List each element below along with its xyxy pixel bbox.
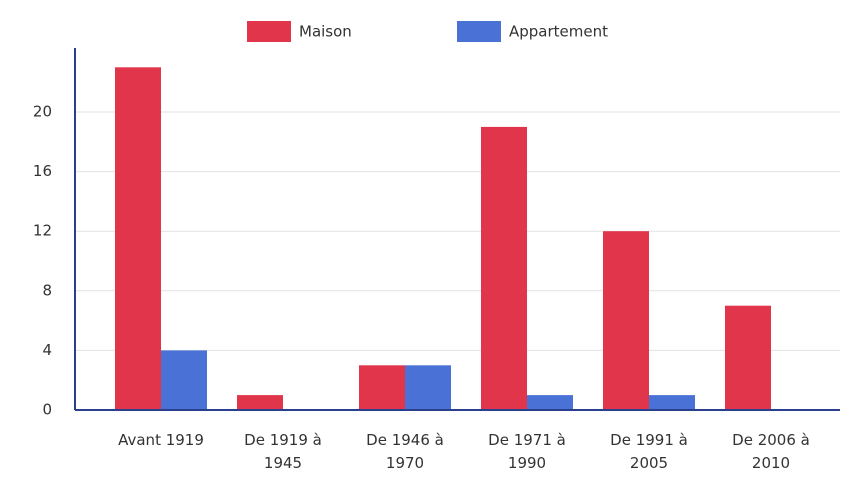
x-tick-label: De 1971 à 1990 xyxy=(488,431,566,472)
bar xyxy=(527,395,573,410)
y-tick-label: 0 xyxy=(42,401,52,419)
legend-swatch xyxy=(247,21,291,42)
y-tick-label: 4 xyxy=(42,341,52,359)
bar xyxy=(161,350,207,410)
y-tick-label: 20 xyxy=(33,103,52,121)
y-tick-label: 16 xyxy=(33,162,52,180)
bar xyxy=(405,365,451,410)
bar xyxy=(237,395,283,410)
bar xyxy=(115,67,161,411)
x-tick-label: De 1991 à 2005 xyxy=(610,431,688,472)
bar xyxy=(481,126,527,411)
bar xyxy=(649,395,695,410)
bar xyxy=(359,365,405,410)
legend-label: Maison xyxy=(299,23,352,41)
legend-label: Appartement xyxy=(509,23,608,41)
x-tick-label: De 2006 à 2010 xyxy=(732,431,810,472)
legend-swatch xyxy=(457,21,501,42)
x-tick-label: De 1919 à 1945 xyxy=(244,431,322,472)
bar xyxy=(603,231,649,410)
y-tick-label: 12 xyxy=(33,222,52,240)
y-tick-label: 8 xyxy=(42,281,52,299)
bar xyxy=(725,305,771,410)
x-tick-label: Avant 1919 xyxy=(118,431,204,449)
x-tick-label: De 1946 à 1970 xyxy=(366,431,444,472)
